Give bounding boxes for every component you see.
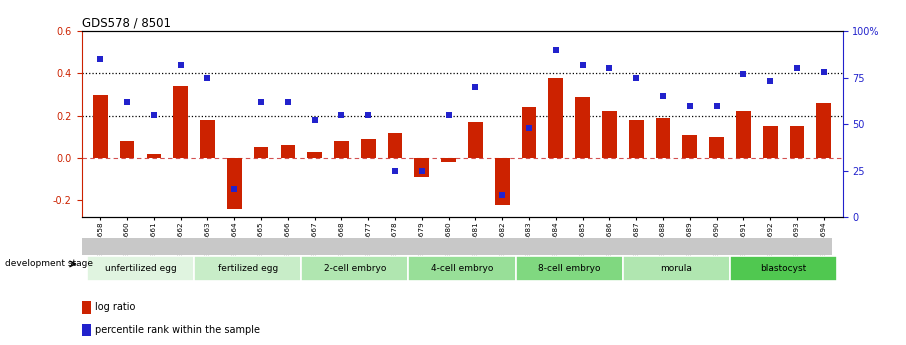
Point (147, 112, 161, 118)
Point (227, 187, 242, 192)
Point (709, 103, 724, 108)
Point (307, 118, 322, 123)
Point (388, 168, 402, 174)
Bar (307, 152, 322, 158)
Bar (709, 137, 724, 158)
Point (415, 168, 429, 174)
Bar (602, 111, 617, 158)
Bar (816, 103, 831, 158)
Bar (388, 133, 402, 158)
Point (816, 69, 831, 75)
Point (173, 62, 188, 67)
Text: 2-cell embryo: 2-cell embryo (323, 264, 386, 273)
Bar (254, 148, 268, 158)
Bar (495, 158, 509, 205)
Point (602, 66, 617, 71)
Point (522, 125, 536, 131)
Point (763, 79, 777, 84)
Bar (82, 324, 92, 336)
Point (361, 112, 375, 118)
Bar (409, 256, 516, 281)
Bar (173, 86, 188, 158)
Point (549, 47, 564, 52)
Point (200, 75, 215, 80)
Bar (82, 301, 92, 314)
Bar (281, 145, 295, 158)
Bar (361, 139, 376, 158)
Bar (194, 256, 302, 281)
Bar (516, 256, 622, 281)
Text: 4-cell embryo: 4-cell embryo (431, 264, 493, 273)
Point (682, 103, 697, 108)
Bar (93, 95, 108, 158)
Bar (302, 256, 409, 281)
Bar (736, 111, 751, 158)
Bar (226, 158, 242, 209)
Bar (575, 97, 590, 158)
Point (441, 112, 456, 118)
Bar (548, 78, 564, 158)
Bar (200, 120, 215, 158)
Bar (87, 256, 194, 281)
Text: morula: morula (660, 264, 692, 273)
Bar (763, 126, 777, 158)
Text: fertilized egg: fertilized egg (217, 264, 278, 273)
Bar (656, 118, 670, 158)
Text: 8-cell embryo: 8-cell embryo (538, 264, 601, 273)
Bar (414, 158, 429, 177)
Point (334, 112, 349, 118)
Point (737, 71, 751, 77)
Text: development stage: development stage (5, 259, 92, 268)
Point (93, 56, 108, 62)
Bar (682, 135, 698, 158)
Bar (468, 122, 483, 158)
Text: blastocyst: blastocyst (760, 264, 806, 273)
Bar (522, 107, 536, 158)
Point (495, 192, 509, 198)
Bar (82, 238, 832, 255)
Text: percentile rank within the sample: percentile rank within the sample (95, 325, 260, 335)
Text: unfertilized egg: unfertilized egg (104, 264, 177, 273)
Bar (629, 120, 643, 158)
Point (790, 66, 805, 71)
Text: log ratio: log ratio (95, 303, 136, 313)
Point (468, 84, 483, 90)
Point (629, 75, 643, 80)
Text: GDS578 / 8501: GDS578 / 8501 (82, 17, 170, 30)
Bar (622, 256, 730, 281)
Point (575, 62, 590, 67)
Bar (147, 154, 161, 158)
Point (254, 99, 268, 105)
Point (120, 99, 134, 105)
Point (656, 93, 670, 99)
Bar (441, 158, 456, 162)
Bar (334, 141, 349, 158)
Bar (730, 256, 837, 281)
Bar (790, 126, 805, 158)
Bar (120, 141, 134, 158)
Point (281, 99, 295, 105)
